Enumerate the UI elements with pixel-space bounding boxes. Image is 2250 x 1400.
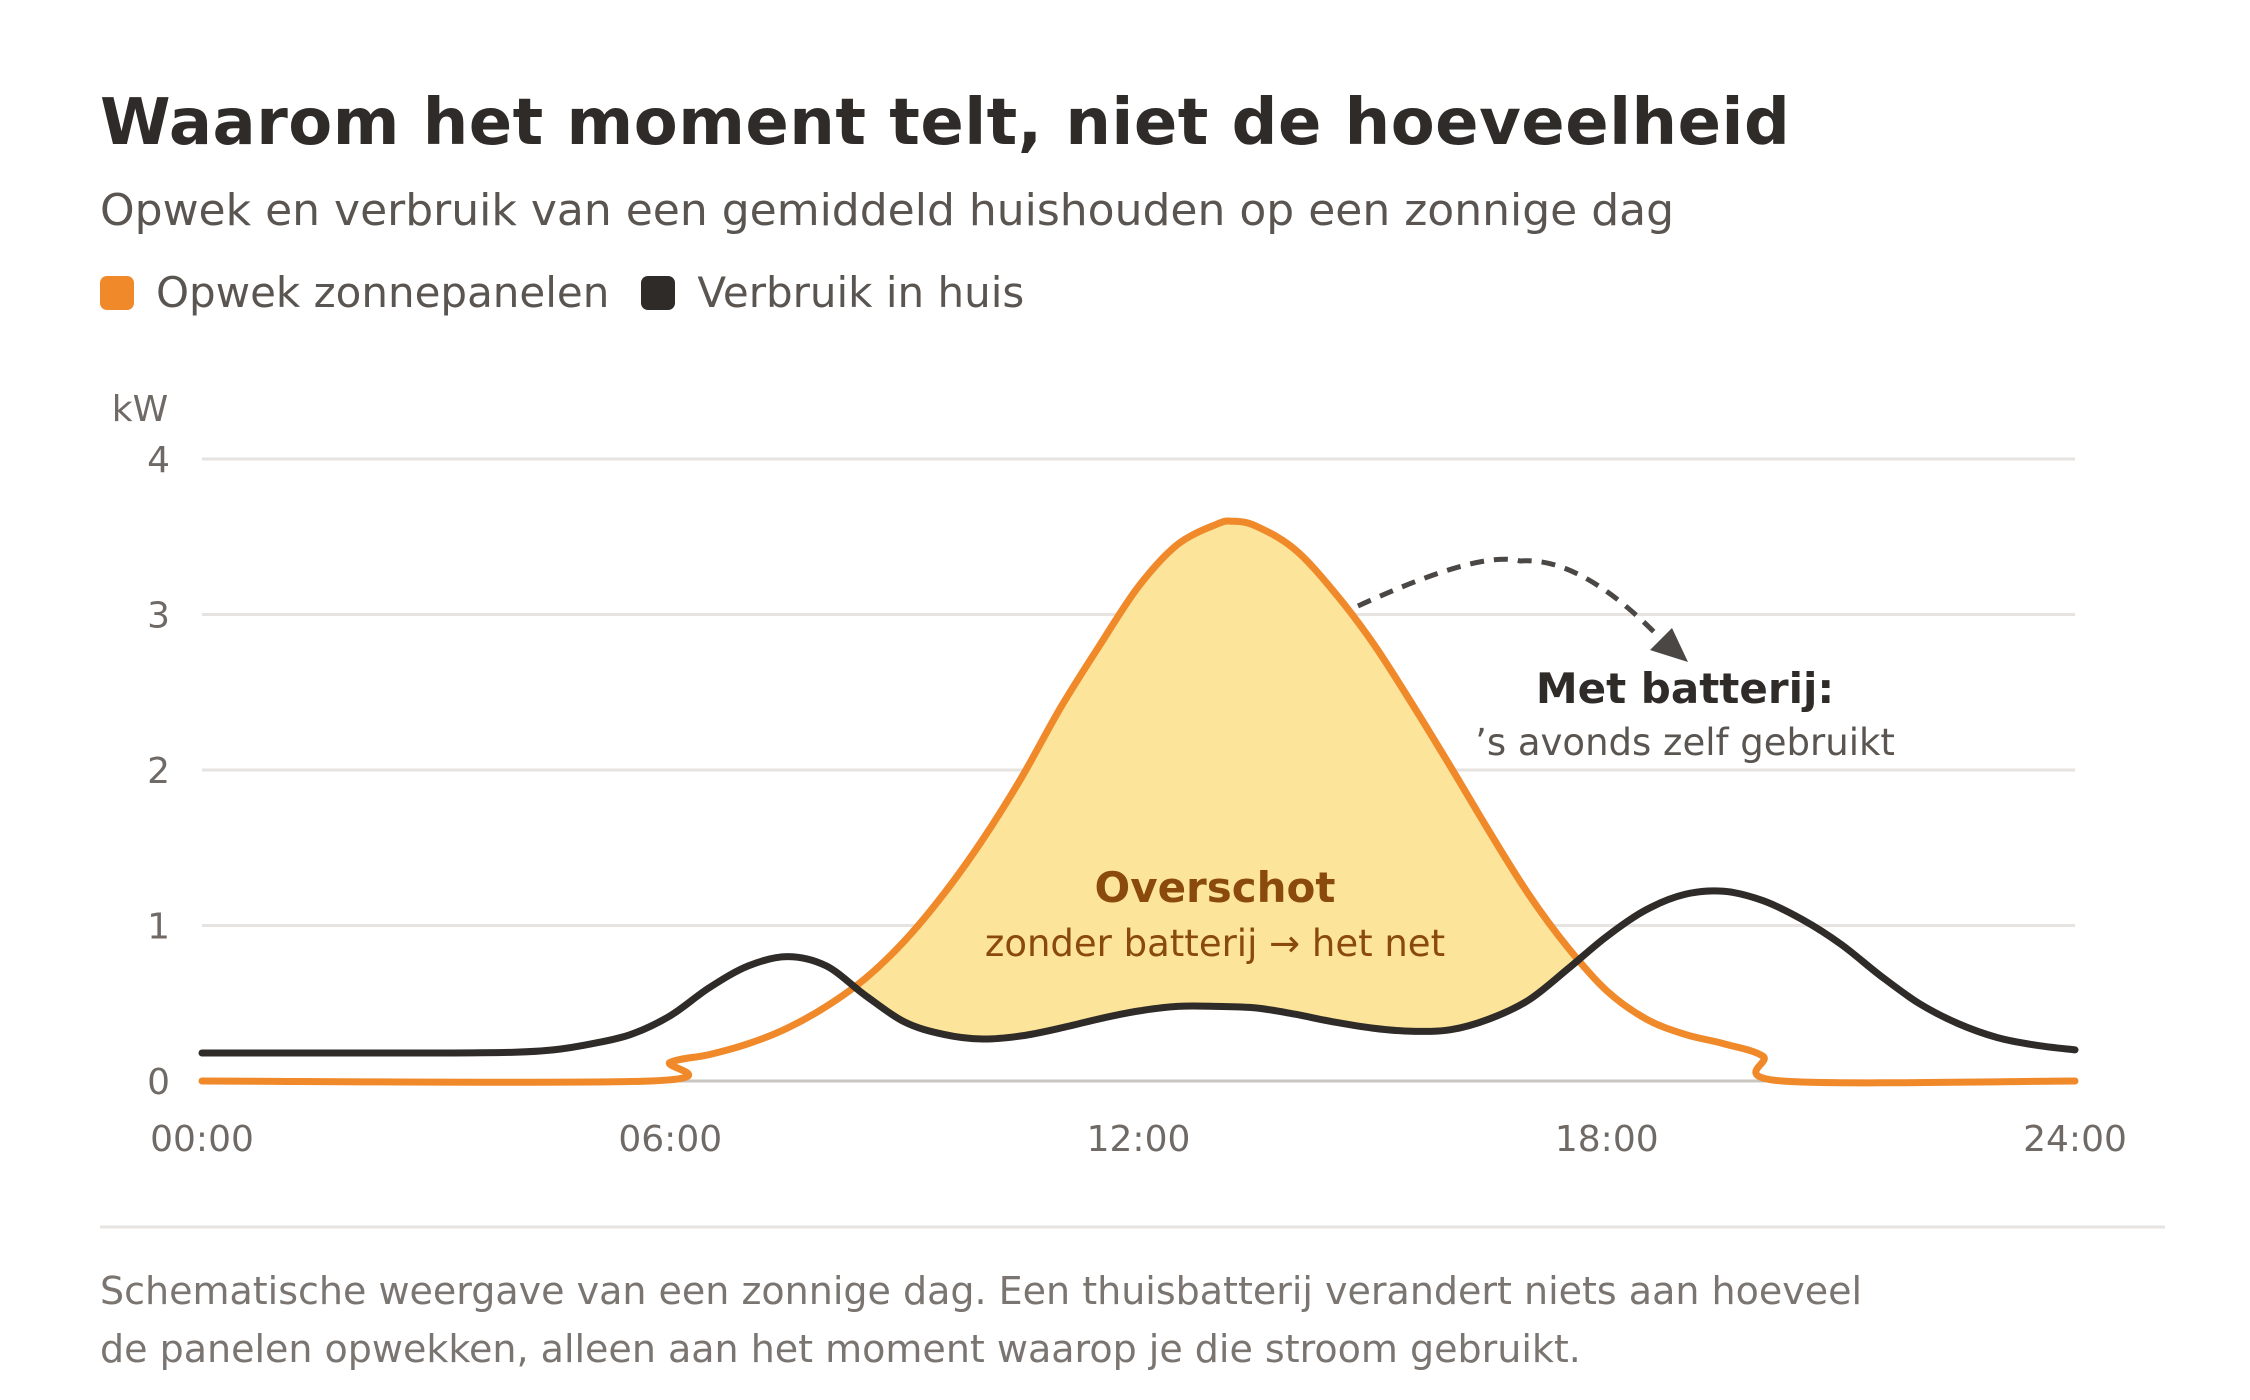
series-line-production xyxy=(198,517,2079,1087)
legend-item-consumption: Verbruik in huis xyxy=(641,268,1024,317)
legend-swatch-production xyxy=(100,275,134,310)
series-line-consumption xyxy=(198,887,2079,1057)
legend-label-consumption: Verbruik in huis xyxy=(697,268,1025,317)
chart-subtitle: Opwek en verbruik van een gemiddeld huis… xyxy=(100,185,1675,236)
surplus-area xyxy=(202,521,2075,1054)
y-tick-label-3: 3 xyxy=(147,596,170,637)
footnote-line-2: de panelen opwekken, alleen aan het mome… xyxy=(100,1327,1581,1371)
battery-text: ’s avonds zelf gebruikt xyxy=(1475,721,1895,764)
y-tick-label-2: 2 xyxy=(147,751,170,792)
surplus-title: Overschot xyxy=(1094,863,1335,912)
legend-swatch-consumption xyxy=(641,275,676,310)
battery-title: Met batterij: xyxy=(1536,664,1834,713)
x-tick-label-1200: 12:00 xyxy=(1087,1119,1191,1160)
x-tick-label-0000: 00:00 xyxy=(150,1119,254,1160)
footnote-line-1: Schematische weergave van een zonnige da… xyxy=(100,1269,1863,1313)
y-tick-label-1: 1 xyxy=(147,907,170,948)
footnote: Schematische weergave van een zonnige da… xyxy=(100,1262,2000,1378)
y-tick-label-4: 4 xyxy=(147,440,170,481)
x-tick-label-1800: 18:00 xyxy=(1555,1119,1659,1160)
battery-arrow xyxy=(1356,556,1662,640)
legend-item-production: Opwek zonnepanelen xyxy=(100,268,609,317)
legend-label-production: Opwek zonnepanelen xyxy=(156,268,610,317)
legend: Opwek zonnepanelen Verbruik in huis xyxy=(100,268,1056,317)
y-tick-label-0: 0 xyxy=(147,1062,170,1103)
y-axis-label: kW xyxy=(112,389,168,430)
x-tick-label-2400: 24:00 xyxy=(2023,1119,2127,1160)
battery-arrow-head xyxy=(1650,628,1688,662)
chart-title: Waarom het moment telt, niet de hoeveelh… xyxy=(100,86,1791,160)
x-tick-label-0600: 06:00 xyxy=(618,1119,722,1160)
surplus-text: zonder batterij → het net xyxy=(985,922,1445,965)
